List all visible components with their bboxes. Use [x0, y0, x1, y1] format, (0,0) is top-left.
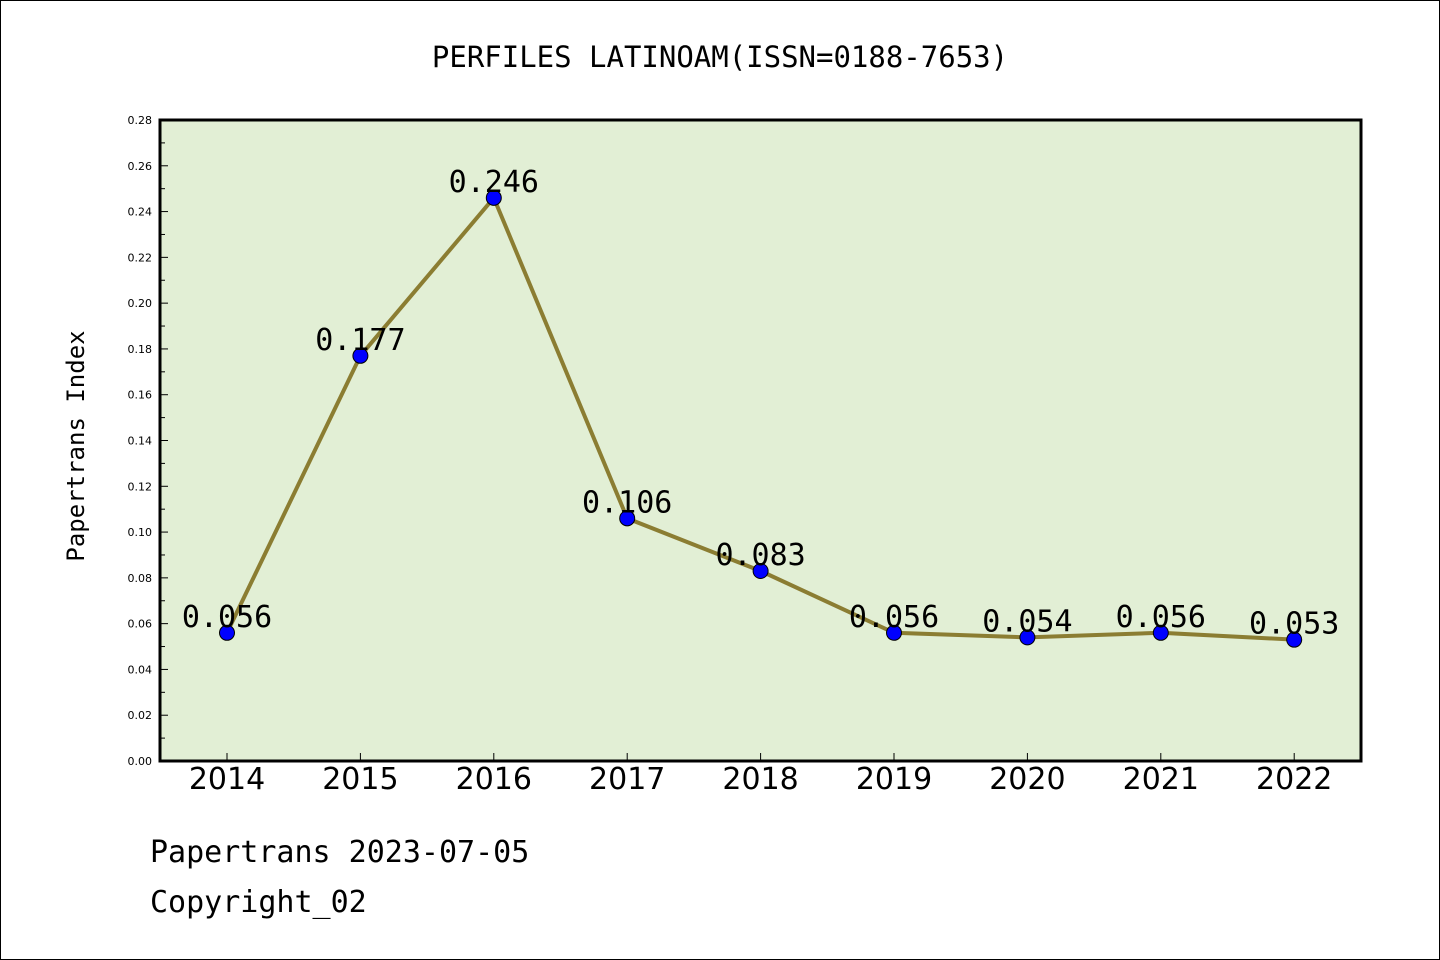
y-tick-label: 0.06 — [128, 618, 153, 631]
data-label: 0.056 — [849, 600, 939, 635]
data-point — [619, 510, 636, 527]
x-tick-label: 2018 — [722, 762, 798, 797]
data-point — [485, 189, 502, 206]
x-tick-label: 2015 — [322, 762, 398, 797]
data-label: 0.056 — [1116, 600, 1206, 635]
x-tick-label: 2021 — [1123, 762, 1199, 797]
y-tick-label: 0.16 — [128, 389, 153, 402]
x-tick-label: 2014 — [189, 762, 265, 797]
data-point — [219, 624, 235, 641]
data-label: 0.056 — [182, 600, 272, 635]
y-tick-label: 0.28 — [128, 114, 153, 127]
y-tick-label: 0.12 — [128, 480, 153, 493]
plot-border — [158, 118, 1363, 763]
chart-title: PERFILES LATINOAM(ISSN=0188-7653) — [432, 40, 1008, 74]
y-tick-label: 0.20 — [128, 297, 153, 310]
y-tick-label: 0.22 — [128, 251, 153, 264]
data-point — [1286, 631, 1303, 648]
y-tick-label: 0.04 — [128, 663, 153, 676]
footer-date: Papertrans 2023-07-05 — [150, 835, 530, 870]
data-label: 0.246 — [449, 165, 539, 200]
plot-area — [160, 120, 1361, 761]
data-label: 0.106 — [582, 485, 672, 520]
y-tick-label: 0.14 — [128, 435, 153, 448]
data-label: 0.177 — [315, 323, 405, 358]
data-point — [886, 624, 902, 641]
data-point — [1019, 629, 1036, 646]
data-label: 0.083 — [715, 538, 805, 573]
x-tick-label: 2017 — [589, 762, 665, 797]
y-tick-label: 0.26 — [128, 160, 153, 173]
data-label: 0.053 — [1249, 607, 1339, 642]
y-tick-label: 0.08 — [128, 572, 153, 585]
y-axis-label: Papertrans Index — [62, 330, 90, 561]
footer-copyright: Copyright_02 — [150, 885, 367, 920]
x-tick-label: 2019 — [856, 762, 932, 797]
x-tick-label: 2022 — [1256, 762, 1332, 797]
x-tick-label: 2020 — [989, 762, 1065, 797]
y-tick-label: 0.02 — [128, 709, 153, 722]
y-tick-label: 0.18 — [128, 343, 153, 356]
y-tick-label: 0.10 — [128, 526, 153, 539]
data-point — [752, 562, 769, 579]
y-tick-label: 0.24 — [128, 206, 153, 219]
y-tick-label: 0.00 — [128, 755, 153, 768]
x-tick-label: 2016 — [456, 762, 532, 797]
data-point — [352, 347, 369, 364]
data-label: 0.054 — [982, 604, 1072, 639]
data-point — [1152, 624, 1169, 641]
